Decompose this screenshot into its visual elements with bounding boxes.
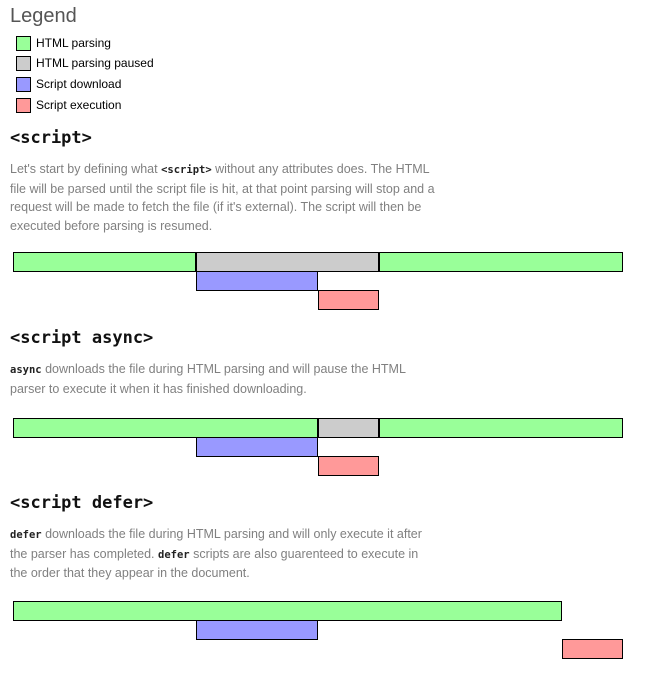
legend-label: Script execution (36, 98, 122, 112)
bar-script-execution (318, 290, 379, 310)
legend-item-script-download: Script download (16, 76, 121, 92)
section-title-script-async: <script async> (10, 328, 154, 348)
description-text: the order that they appear in the docume… (10, 566, 250, 580)
description-text: downloads the file during HTML parsing a… (41, 362, 406, 376)
legend-swatch-html-parsing (16, 35, 31, 51)
legend-swatch-script-download (16, 76, 31, 92)
bar-html-parsing-paused (318, 418, 379, 438)
legend-item-html-parsing-paused: HTML parsing paused (16, 55, 154, 71)
description-text: downloads the file during HTML parsing a… (41, 527, 422, 541)
legend-swatch-script-execution (16, 97, 31, 113)
legend-title: Legend (10, 5, 77, 27)
bar-html-parsing (13, 418, 318, 438)
inline-code: defer (158, 548, 190, 561)
legend-item-script-execution: Script execution (16, 97, 121, 113)
bar-html-parsing (13, 601, 562, 621)
description-text: request will be made to fetch the file (… (10, 200, 422, 214)
bar-html-parsing (379, 252, 623, 272)
bar-script-execution (562, 639, 623, 659)
section-description-script-defer: defer downloads the file during HTML par… (10, 525, 422, 583)
bar-script-execution (318, 456, 379, 476)
description-text: without any attributes does. The HTML (211, 162, 430, 176)
description-text: Let's start by defining what (10, 162, 162, 176)
inline-code: defer (10, 529, 42, 541)
bar-script-download (196, 620, 318, 640)
section-title-script: <script> (10, 128, 92, 148)
inline-code: async (10, 364, 42, 376)
legend-swatch-html-parsing-paused (16, 55, 31, 71)
description-text: file will be parsed until the script fil… (10, 181, 435, 196)
bar-html-parsing (13, 252, 196, 272)
legend-item-html-parsing: HTML parsing (16, 35, 111, 51)
bar-html-parsing-paused (196, 252, 379, 272)
inline-code: <script> (161, 164, 212, 176)
description-text: the parser has completed. (10, 546, 158, 561)
description-text: parser to execute it when it has finishe… (10, 381, 307, 396)
description-text: scripts are also guarenteed to execute i… (189, 546, 419, 561)
bar-script-download (196, 271, 318, 291)
bar-script-download (196, 437, 318, 457)
section-description-script-async: async downloads the file during HTML par… (10, 360, 406, 398)
legend-label: HTML parsing paused (36, 56, 154, 70)
section-title-script-defer: <script defer> (10, 493, 154, 513)
legend-label: HTML parsing (36, 36, 111, 50)
description-text: executed before parsing is resumed. (10, 218, 213, 233)
bar-html-parsing (379, 418, 623, 438)
section-description-script: Let's start by defining what <script> wi… (10, 160, 435, 235)
legend-label: Script download (36, 77, 122, 91)
